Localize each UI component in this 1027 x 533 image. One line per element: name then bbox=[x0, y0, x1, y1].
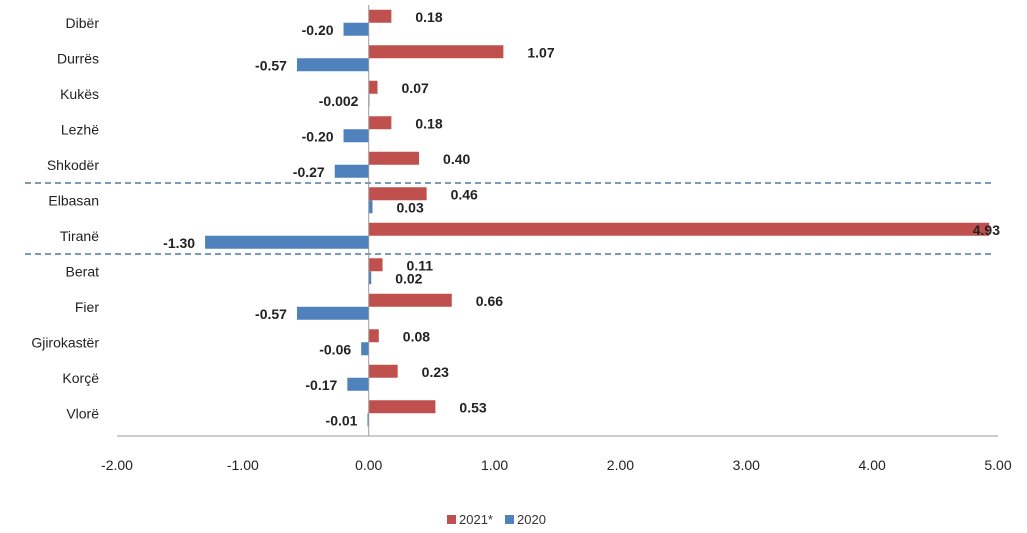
bar-2021 bbox=[368, 222, 990, 236]
data-label: 0.03 bbox=[396, 199, 423, 215]
x-tick-label: 1.00 bbox=[481, 457, 508, 473]
x-tick-label: -2.00 bbox=[101, 457, 133, 473]
legend: 2021* 2020 bbox=[447, 512, 546, 527]
data-label: 4.93 bbox=[973, 222, 1000, 238]
category-label: Berat bbox=[66, 263, 100, 279]
data-label: 0.40 bbox=[443, 151, 470, 167]
bar-series bbox=[205, 9, 990, 427]
bar-2020 bbox=[296, 306, 369, 320]
bar-2020 bbox=[367, 413, 369, 427]
data-label: 0.46 bbox=[451, 186, 478, 202]
legend-swatch-2021 bbox=[447, 515, 456, 524]
data-label: -0.01 bbox=[326, 412, 358, 428]
x-tick-label: 5.00 bbox=[984, 457, 1011, 473]
category-label: Korçë bbox=[62, 370, 99, 386]
data-label: -0.002 bbox=[319, 93, 359, 109]
bar-2021 bbox=[368, 45, 504, 59]
bar-2021 bbox=[368, 80, 378, 94]
data-label: -0.57 bbox=[255, 306, 287, 322]
data-label: 1.07 bbox=[527, 44, 554, 60]
x-tick-label: -1.00 bbox=[227, 457, 259, 473]
category-labels: Dibër Durrës Kukës Lezhë Shkodër Elbasan Tiran… bbox=[31, 15, 99, 422]
data-label: 0.07 bbox=[402, 80, 429, 96]
data-label: 0.66 bbox=[476, 293, 503, 309]
category-label: Elbasan bbox=[48, 192, 99, 208]
bar-2021 bbox=[368, 400, 436, 414]
bar-2020 bbox=[296, 58, 369, 72]
category-label: Gjirokastër bbox=[31, 334, 99, 350]
bar-2021 bbox=[368, 9, 392, 23]
bar-2021 bbox=[368, 116, 392, 130]
category-label: Lezhë bbox=[61, 121, 99, 137]
data-label: 0.02 bbox=[395, 270, 422, 286]
x-axis: -2.00 -1.00 0.00 1.00 2.00 3.00 4.00 5.00 bbox=[101, 5, 1012, 473]
data-label: -0.20 bbox=[302, 22, 334, 38]
x-tick-label: 4.00 bbox=[859, 457, 886, 473]
x-tick-label: 3.00 bbox=[733, 457, 760, 473]
value-labels: 0.18 -0.20 1.07 -0.57 0.07 -0.002 0.18 -0.20 0.4… bbox=[163, 9, 1000, 429]
legend-swatch-2020 bbox=[505, 515, 514, 524]
data-label: -0.57 bbox=[255, 57, 287, 73]
data-label: 0.08 bbox=[403, 328, 430, 344]
bar-2021 bbox=[368, 151, 420, 165]
category-label: Tiranë bbox=[60, 228, 99, 244]
data-label: -0.17 bbox=[305, 377, 337, 393]
category-label: Durrës bbox=[57, 50, 99, 66]
data-label: 0.18 bbox=[415, 9, 442, 25]
group-separators bbox=[25, 182, 995, 255]
category-label: Shkodër bbox=[47, 157, 99, 173]
bar-2020 bbox=[368, 271, 372, 285]
bar-2021 bbox=[368, 329, 379, 343]
bar-2020 bbox=[343, 129, 369, 143]
bar-2020 bbox=[205, 235, 369, 249]
bar-2021 bbox=[368, 258, 383, 272]
bar-2021 bbox=[368, 364, 398, 378]
data-label: 0.11 bbox=[407, 257, 434, 273]
data-label: -0.20 bbox=[302, 128, 334, 144]
category-label: Fier bbox=[75, 299, 99, 315]
data-label: -0.27 bbox=[293, 164, 325, 180]
data-label: 0.53 bbox=[459, 399, 486, 415]
data-label: -0.06 bbox=[319, 341, 351, 357]
bar-2021 bbox=[368, 293, 452, 307]
x-tick-label: 2.00 bbox=[607, 457, 634, 473]
bar-2020 bbox=[343, 22, 369, 36]
category-label: Kukës bbox=[60, 86, 99, 102]
bar-2020 bbox=[368, 200, 373, 214]
bar-2021 bbox=[368, 187, 427, 201]
x-tick-label: 0.00 bbox=[355, 457, 382, 473]
legend-label: 2021* bbox=[459, 512, 493, 527]
bar-2020 bbox=[347, 377, 369, 391]
category-label: Vlorë bbox=[66, 405, 99, 421]
data-label: -1.30 bbox=[163, 235, 195, 251]
bar-2020 bbox=[334, 164, 369, 178]
data-label: 0.23 bbox=[422, 364, 449, 380]
data-label: 0.18 bbox=[415, 115, 442, 131]
category-label: Dibër bbox=[66, 15, 100, 31]
bar-2020 bbox=[361, 342, 369, 356]
legend-label: 2020 bbox=[517, 512, 546, 527]
